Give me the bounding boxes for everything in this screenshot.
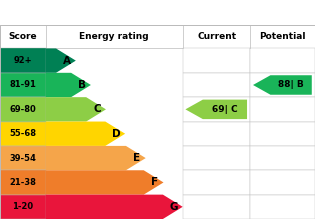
Text: 69| C: 69| C: [212, 105, 238, 114]
Text: D: D: [112, 129, 121, 139]
Text: 55-68: 55-68: [9, 129, 36, 138]
Bar: [0, 122, 46, 146]
Polygon shape: [46, 195, 183, 219]
Polygon shape: [46, 170, 163, 195]
Text: A: A: [63, 56, 71, 66]
Bar: [250, 122, 315, 146]
Text: 81-91: 81-91: [9, 81, 36, 90]
Polygon shape: [46, 73, 91, 97]
Text: Energy Efficiency Rating: Energy Efficiency Rating: [8, 7, 191, 20]
Bar: [183, 170, 250, 195]
Bar: [250, 170, 315, 195]
Bar: [0, 73, 46, 97]
Polygon shape: [46, 146, 146, 170]
Text: B: B: [78, 80, 86, 90]
Text: Score: Score: [9, 32, 37, 41]
Bar: [0, 97, 46, 122]
Text: 39-54: 39-54: [9, 154, 36, 162]
Text: Energy rating: Energy rating: [79, 32, 149, 41]
Text: 1-20: 1-20: [12, 202, 33, 211]
Bar: [250, 73, 315, 97]
Text: Current: Current: [197, 32, 236, 41]
Bar: [250, 48, 315, 73]
Text: 92+: 92+: [14, 56, 32, 65]
Polygon shape: [186, 100, 247, 119]
Polygon shape: [253, 75, 312, 95]
Bar: [183, 146, 250, 170]
Text: Potential: Potential: [260, 32, 306, 41]
Polygon shape: [46, 97, 106, 122]
Bar: [0, 48, 46, 73]
Polygon shape: [46, 122, 125, 146]
Bar: [183, 195, 250, 219]
Bar: [183, 97, 250, 122]
Bar: [0, 25, 315, 48]
Text: 69-80: 69-80: [9, 105, 36, 114]
Polygon shape: [46, 48, 76, 73]
Text: G: G: [169, 202, 178, 212]
Bar: [0, 170, 46, 195]
Bar: [250, 195, 315, 219]
Text: F: F: [151, 177, 158, 187]
Text: C: C: [93, 104, 101, 114]
Bar: [0, 146, 46, 170]
Bar: [0, 195, 46, 219]
Bar: [250, 146, 315, 170]
Bar: [183, 122, 250, 146]
Text: E: E: [133, 153, 140, 163]
Text: 21-38: 21-38: [9, 178, 36, 187]
Bar: [183, 73, 250, 97]
Bar: [250, 97, 315, 122]
Bar: [183, 48, 250, 73]
Text: 88| B: 88| B: [278, 81, 304, 90]
